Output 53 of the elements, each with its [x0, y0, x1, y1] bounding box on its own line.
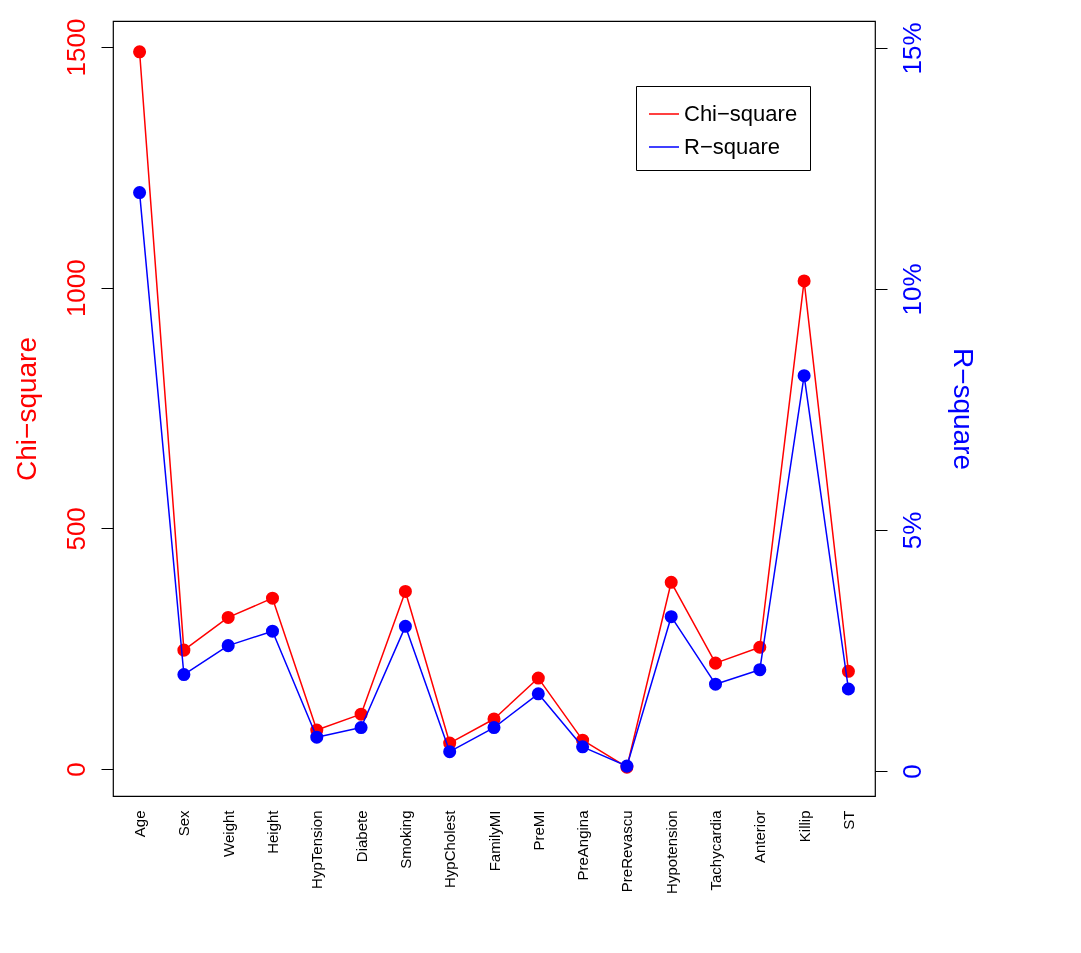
- y-axis-title: Chi−square: [10, 337, 42, 481]
- point: [310, 730, 324, 744]
- point: [487, 721, 501, 735]
- y-tick-label: 500: [60, 507, 91, 551]
- point: [398, 584, 412, 598]
- x-tick-label: PreAngina: [574, 809, 592, 881]
- point: [265, 624, 280, 638]
- y-tick-label: 1500: [60, 18, 91, 77]
- legend-label: Chi−square: [684, 101, 798, 126]
- point: [664, 575, 678, 589]
- point: [531, 687, 545, 701]
- x-tick-label: FamilyMI: [485, 810, 503, 872]
- point: [797, 274, 811, 288]
- point: [133, 186, 147, 200]
- x-tick-label: Anterior: [751, 810, 769, 864]
- x-tick-label: HypTension: [308, 810, 326, 889]
- x-tick-label: Hypotension: [662, 810, 680, 894]
- legend-label: R−square: [684, 134, 781, 159]
- point: [177, 668, 191, 682]
- x-tick-label: Height: [263, 809, 281, 854]
- point: [576, 740, 590, 754]
- point: [797, 369, 811, 383]
- x-tick-label: Age: [131, 810, 149, 838]
- point: [753, 663, 767, 677]
- point: [531, 671, 545, 685]
- x-tick-label: Tachycardia: [707, 809, 725, 891]
- point: [133, 45, 147, 59]
- x-tick-label: Smoking: [396, 810, 414, 869]
- x-tick-label: HypCholest: [441, 809, 459, 889]
- y2-tick-label: 5%: [896, 511, 927, 550]
- y-tick-label: 1000: [60, 259, 91, 318]
- y2-tick-label: 10%: [896, 263, 927, 316]
- x-tick-label: Sex: [175, 810, 193, 837]
- point: [664, 610, 678, 624]
- y2-tick-label: 15%: [896, 22, 927, 75]
- x-tick-label: Diabete: [352, 810, 370, 863]
- x-tick-label: ST: [839, 810, 857, 830]
- x-tick-label: Killip: [795, 810, 813, 843]
- point: [841, 682, 855, 696]
- point: [354, 721, 368, 735]
- y2-tick-label: 0: [896, 764, 927, 779]
- point: [398, 619, 412, 633]
- y2-axis-title: R−square: [947, 347, 979, 471]
- x-tick-label: Weight: [219, 809, 237, 857]
- point: [265, 591, 280, 605]
- y-tick-label: 0: [60, 762, 91, 777]
- point: [221, 639, 235, 653]
- x-tick-label: PreMI: [529, 810, 547, 851]
- point: [708, 656, 723, 670]
- point: [221, 610, 235, 624]
- point: [708, 677, 723, 691]
- point: [443, 745, 457, 759]
- x-tick-label: PreRevascu: [618, 810, 636, 893]
